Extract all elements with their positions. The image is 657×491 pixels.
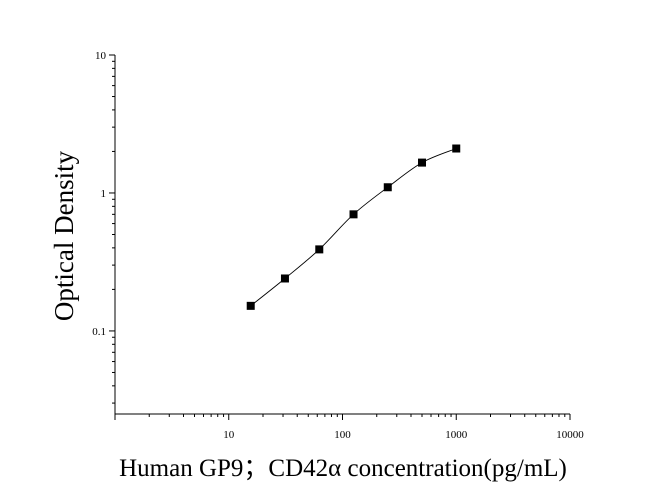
y-axis-tick-labels: 0.1 1 10 [92, 50, 106, 338]
y-tick-label: 0.1 [92, 326, 106, 338]
data-point [452, 144, 461, 153]
data-point [418, 158, 427, 167]
data-point [246, 301, 255, 310]
x-tick-label: 10000 [556, 429, 584, 441]
x-tick-label: 1000 [445, 429, 468, 441]
x-tick-label: 10 [223, 429, 235, 441]
x-axis-ticks [114, 414, 571, 420]
y-tick-label: 1 [101, 188, 107, 200]
y-tick-label: 10 [95, 50, 107, 62]
y-axis-title: Optical Density [49, 150, 79, 321]
data-point [383, 183, 392, 192]
data-points [246, 144, 461, 310]
data-point [280, 274, 289, 283]
x-axis-title: Human GP9；CD42α concentration(pg/mL) [119, 455, 567, 482]
x-axis-tick-labels: 10 100 1000 10000 [223, 429, 584, 441]
data-point [349, 210, 358, 219]
y-axis-ticks [109, 54, 115, 404]
x-tick-label: 100 [334, 429, 351, 441]
data-point [315, 245, 324, 254]
